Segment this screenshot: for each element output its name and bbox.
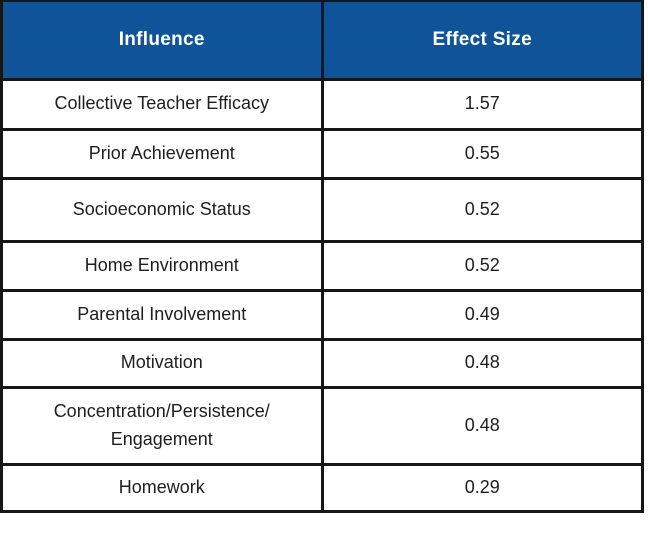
table-row: Collective Teacher Efficacy 1.57 bbox=[0, 77, 644, 131]
table-row: Homework 0.29 bbox=[0, 462, 644, 513]
effect-size-cell: 1.57 bbox=[320, 77, 644, 131]
effect-size-cell: 0.52 bbox=[320, 239, 644, 292]
table-header: Influence Effect Size bbox=[0, 0, 644, 81]
influence-cell: Parental Involvement bbox=[0, 288, 324, 341]
influence-cell: Homework bbox=[0, 462, 324, 513]
column-header-influence: Influence bbox=[0, 0, 324, 81]
effect-size-cell: 0.52 bbox=[320, 176, 644, 243]
table-row: Motivation 0.48 bbox=[0, 337, 644, 389]
header-row: Influence Effect Size bbox=[0, 0, 644, 81]
effect-size-table: Influence Effect Size Collective Teacher… bbox=[0, 0, 644, 513]
influence-cell: Motivation bbox=[0, 337, 324, 389]
effect-size-cell: 0.49 bbox=[320, 288, 644, 341]
table-body: Collective Teacher Efficacy 1.57 Prior A… bbox=[0, 77, 644, 513]
effect-size-cell: 0.48 bbox=[320, 385, 644, 466]
effect-size-cell: 0.48 bbox=[320, 337, 644, 389]
table-row: Prior Achievement 0.55 bbox=[0, 127, 644, 180]
table-row: Concentration/Persistence/ Engagement 0.… bbox=[0, 385, 644, 466]
influence-cell: Prior Achievement bbox=[0, 127, 324, 180]
effect-size-cell: 0.55 bbox=[320, 127, 644, 180]
influence-cell: Socioeconomic Status bbox=[0, 176, 324, 243]
influence-cell: Concentration/Persistence/ Engagement bbox=[0, 385, 324, 466]
table-row: Socioeconomic Status 0.52 bbox=[0, 176, 644, 243]
influence-cell: Home Environment bbox=[0, 239, 324, 292]
influence-cell: Collective Teacher Efficacy bbox=[0, 77, 324, 131]
table-row: Home Environment 0.52 bbox=[0, 239, 644, 292]
effect-size-cell: 0.29 bbox=[320, 462, 644, 513]
column-header-effect-size: Effect Size bbox=[320, 0, 644, 81]
table-row: Parental Involvement 0.49 bbox=[0, 288, 644, 341]
